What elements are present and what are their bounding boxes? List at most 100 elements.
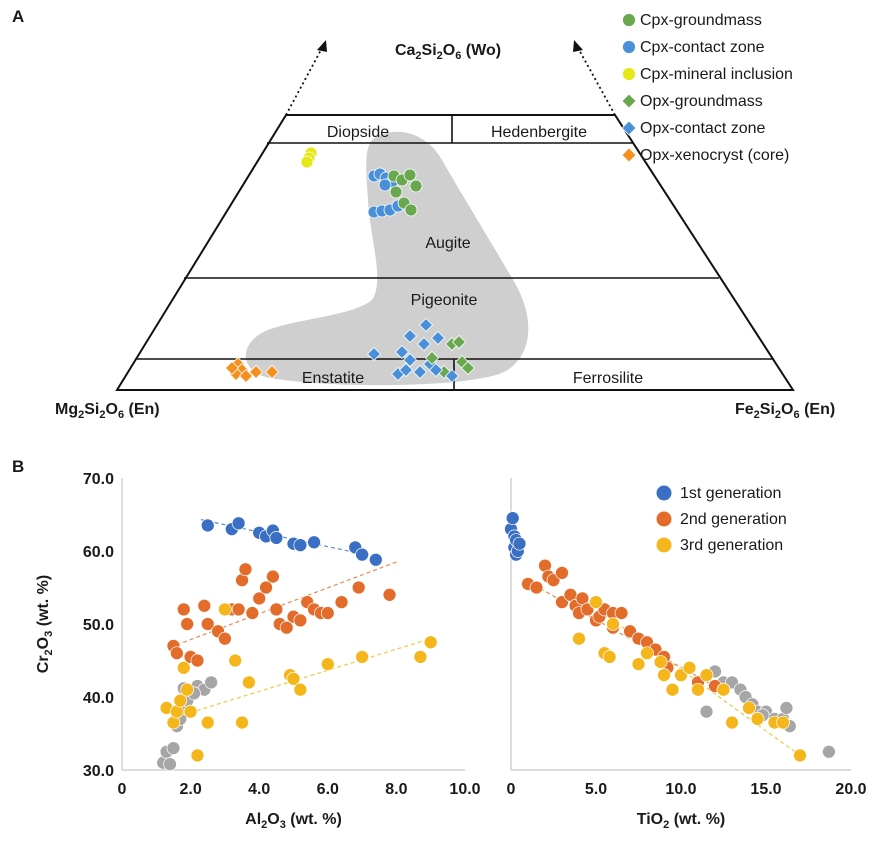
data-point [682, 660, 697, 675]
ternary-point-20 [402, 328, 418, 344]
data-point [606, 617, 620, 631]
ternary-point-42 [248, 364, 264, 380]
ternary-points [224, 146, 476, 384]
legend-marker-generation-0 [656, 485, 672, 501]
legend-label-1: Cpx-contact zone [640, 39, 765, 56]
data-point [716, 682, 731, 697]
ternary-point-37 [444, 368, 460, 384]
data-point [269, 531, 284, 545]
data-point [228, 653, 243, 668]
data-point [602, 649, 617, 664]
x-tick-label: 0 [118, 781, 127, 798]
panel-label-a: A [12, 7, 24, 26]
legend-marker-4 [621, 120, 637, 136]
y-axis-title: Cr2O3 (wt. %) [35, 575, 55, 673]
data-point [631, 657, 646, 672]
data-point [238, 562, 253, 577]
data-point [368, 552, 383, 567]
data-point [286, 671, 301, 686]
x-tick-label: 20.0 [835, 781, 866, 798]
data-point [242, 675, 256, 690]
ternary-point-31 [460, 360, 476, 376]
field-diopside: Diopside [327, 124, 389, 141]
data-point [699, 704, 714, 719]
data-point [640, 646, 654, 661]
data-point [180, 617, 195, 631]
ternary-point-22 [416, 336, 432, 352]
y-tick-label: 50.0 [83, 617, 114, 634]
grey-field-region [245, 131, 529, 386]
ternary-legend: Cpx-groundmass Cpx-contact zone Cpx-minera… [621, 12, 793, 164]
legend-marker-2 [622, 67, 636, 81]
ternary-point-18 [404, 203, 418, 217]
data-point [334, 595, 349, 609]
legend-marker-generation-2 [656, 537, 672, 553]
chart-cr2o3-vs-al2o3: 0 2.0 4.0 6.0 8.0 10.0 30.0 40.0 50.0 60.0 70.0 Al2… [35, 471, 481, 831]
data-point [204, 675, 219, 690]
data-point [163, 757, 177, 772]
corner-enstatite-label: Mg2Si2O6 (En) [55, 401, 160, 421]
pyroxene-quadrilateral: Diopside Hedenbergite Augite Pigeonite E… [55, 40, 835, 421]
legend-marker-generation-1 [656, 511, 672, 527]
data-point [699, 668, 714, 682]
data-point [200, 617, 215, 631]
data-point [307, 535, 321, 550]
arrow-right-head [573, 40, 583, 52]
legend-marker-1 [622, 40, 636, 54]
y-tick-label: 30.0 [83, 763, 114, 780]
data-point [218, 602, 232, 617]
data-point [691, 682, 705, 697]
y-tick-label: 70.0 [83, 471, 114, 488]
data-point [742, 701, 756, 715]
data-point [235, 715, 249, 730]
x-axis-title: TiO2 (wt. %) [637, 811, 726, 831]
data-point [793, 748, 807, 763]
ternary-point-36 [428, 362, 444, 378]
data-point [355, 649, 369, 664]
data-point [589, 595, 603, 609]
data-point [190, 748, 205, 763]
data-point [505, 511, 520, 526]
data-point [218, 631, 232, 646]
data-point [657, 668, 671, 682]
x-tick-label: 4.0 [248, 781, 270, 798]
data-point [355, 547, 369, 562]
data-point [822, 744, 836, 759]
data-point [779, 701, 794, 715]
arrow-left-dotted [285, 47, 323, 116]
data-point [200, 715, 215, 730]
data-point [665, 682, 680, 697]
y-tick-label: 40.0 [83, 690, 114, 707]
data-point [293, 613, 308, 628]
x-tick-label: 10.0 [665, 781, 696, 798]
data-point [750, 712, 765, 726]
ternary-point-12 [389, 185, 403, 199]
field-augite: Augite [425, 235, 470, 252]
ternary-point-43 [264, 364, 280, 380]
data-point [252, 591, 267, 606]
trend-line-3 [169, 638, 431, 720]
legend-marker-0 [622, 13, 636, 27]
x-tick-label: 8.0 [385, 781, 407, 798]
data-point [266, 569, 280, 584]
ternary-point-19 [418, 317, 434, 333]
legend-label-generation-2: 3rd generation [680, 537, 783, 554]
x-axis-title: Al2O3 (wt. %) [245, 811, 342, 831]
data-point [413, 649, 428, 664]
ternary-point-35 [412, 364, 428, 380]
data-point [614, 606, 629, 620]
data-point [293, 682, 308, 697]
legend-label-generation-1: 2nd generation [680, 511, 787, 528]
data-point [512, 536, 527, 551]
ternary-point-41 [238, 368, 254, 384]
ternary-point-26 [394, 344, 410, 360]
trend-line-2 [169, 561, 397, 648]
ternary-point-11 [409, 179, 423, 193]
data-point [423, 635, 438, 650]
legend-marker-3 [621, 93, 637, 109]
field-hedenbergite: Hedenbergite [491, 124, 587, 141]
data-point [776, 715, 790, 730]
data-point [653, 655, 668, 669]
data-point [231, 602, 246, 617]
